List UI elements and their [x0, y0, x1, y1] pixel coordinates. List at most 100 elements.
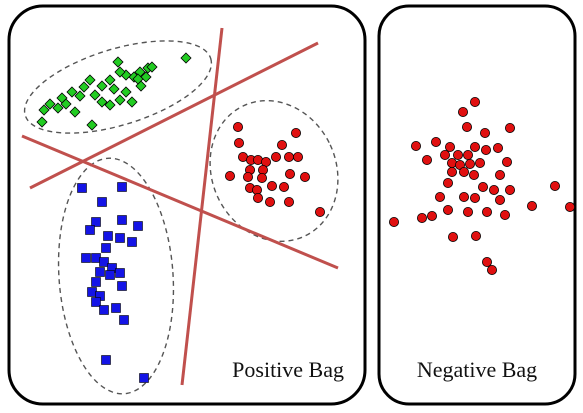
red-circle-point — [504, 184, 515, 195]
red-circle-point — [256, 172, 267, 183]
blue-square-point — [111, 303, 121, 313]
green-diamond-point — [132, 73, 144, 85]
green-cluster-outline — [23, 40, 213, 134]
red-circle-point — [314, 206, 325, 217]
blue-square-point — [117, 281, 127, 291]
red-circle-point — [442, 204, 453, 215]
green-diamond-point — [126, 96, 138, 108]
green-diamond-point — [38, 104, 50, 116]
red-circle-point — [284, 168, 295, 179]
red-circle-point — [290, 127, 301, 138]
red-circle-point — [232, 122, 243, 133]
blue-square-point — [115, 268, 125, 278]
red-circle-point — [501, 156, 512, 167]
red-circle-point — [474, 157, 485, 168]
blue-square-point — [103, 231, 113, 241]
red-circle-point — [469, 141, 480, 152]
red-circle-point — [283, 151, 294, 162]
green-diamond-point — [112, 56, 124, 68]
blue-square-point — [87, 287, 97, 297]
red-circle-point — [492, 142, 503, 153]
green-diamond-point — [180, 52, 192, 64]
green-diamond-point — [84, 74, 96, 86]
red-circle-point — [442, 177, 453, 188]
red-circle-point — [461, 122, 472, 133]
red-circle-point — [444, 141, 455, 152]
red-circle-point — [488, 184, 499, 195]
green-diamond-point — [120, 86, 132, 98]
red-circle-point — [283, 196, 294, 207]
red-circle-point — [481, 206, 492, 217]
red-circle-point — [278, 181, 289, 192]
green-diamond-point — [89, 89, 101, 101]
green-diamond-point — [44, 98, 56, 110]
red-circle-point — [276, 139, 287, 150]
red-circle-point — [233, 137, 244, 148]
red-circle-point — [550, 180, 561, 191]
positive-bag-label: Positive Bag — [232, 357, 344, 382]
red-circle-point — [264, 196, 275, 207]
green-diamond-point — [114, 94, 126, 106]
green-diamond-point — [104, 99, 116, 111]
green-diamond-points — [36, 52, 192, 131]
red-circle-point — [494, 194, 505, 205]
red-circle-point — [242, 171, 253, 182]
blue-square-point — [77, 183, 87, 193]
blue-square-point — [105, 270, 115, 280]
red-circle-point — [421, 154, 432, 165]
blue-square-point — [117, 182, 127, 192]
red-circle-point — [469, 192, 480, 203]
green-diamond-point — [69, 106, 81, 118]
blue-square-point — [133, 221, 143, 231]
blue-cluster-outline — [57, 157, 175, 395]
red-circle-point — [504, 123, 515, 134]
blue-square-point — [91, 217, 101, 227]
separator-line-descending — [21, 134, 339, 270]
blue-square-point — [117, 215, 127, 225]
red-circle-point — [494, 169, 505, 180]
red-circle-point — [299, 171, 310, 182]
green-diamond-point — [36, 116, 48, 128]
green-diamond-point — [104, 74, 116, 86]
green-diamond-point — [86, 119, 98, 131]
red-circle-point — [252, 192, 263, 203]
red-circle-point — [527, 200, 538, 211]
blue-square-point — [127, 237, 137, 247]
red-circle-point — [452, 149, 463, 160]
separator-line-ascending — [29, 41, 319, 190]
negative-bag-group: Negative Bag — [377, 4, 577, 406]
positive-red-circle-points — [224, 122, 325, 217]
red-circle-point — [430, 136, 441, 147]
blue-square-point — [85, 225, 95, 235]
negative-bag-panel — [377, 4, 577, 406]
red-circle-point — [439, 149, 450, 160]
red-circle-point — [458, 166, 469, 177]
green-diamond-point — [52, 102, 64, 114]
blue-square-point — [95, 267, 105, 277]
red-circle-point — [292, 151, 303, 162]
red-circle-point — [481, 256, 492, 267]
blue-square-points — [77, 182, 149, 383]
blue-square-point — [91, 297, 101, 307]
blue-square-point — [91, 253, 101, 263]
blue-square-point — [101, 355, 111, 365]
red-circle-point — [462, 149, 473, 160]
red-circle-point — [470, 230, 481, 241]
blue-square-point — [101, 243, 111, 253]
blue-square-point — [115, 233, 125, 243]
blue-square-point — [97, 197, 107, 207]
green-diamond-point — [60, 98, 72, 110]
separator-line-vertical — [180, 27, 224, 386]
red-circle-point — [447, 231, 458, 242]
red-circle-point — [480, 144, 491, 155]
red-circle-point — [266, 180, 277, 191]
red-circle-point — [270, 151, 281, 162]
red-circle-point — [486, 264, 497, 275]
red-circle-point — [434, 191, 445, 202]
red-circle-point — [477, 181, 488, 192]
red-circle-point — [224, 170, 235, 181]
red-circle-point — [464, 158, 475, 169]
red-circle-point — [462, 206, 473, 217]
